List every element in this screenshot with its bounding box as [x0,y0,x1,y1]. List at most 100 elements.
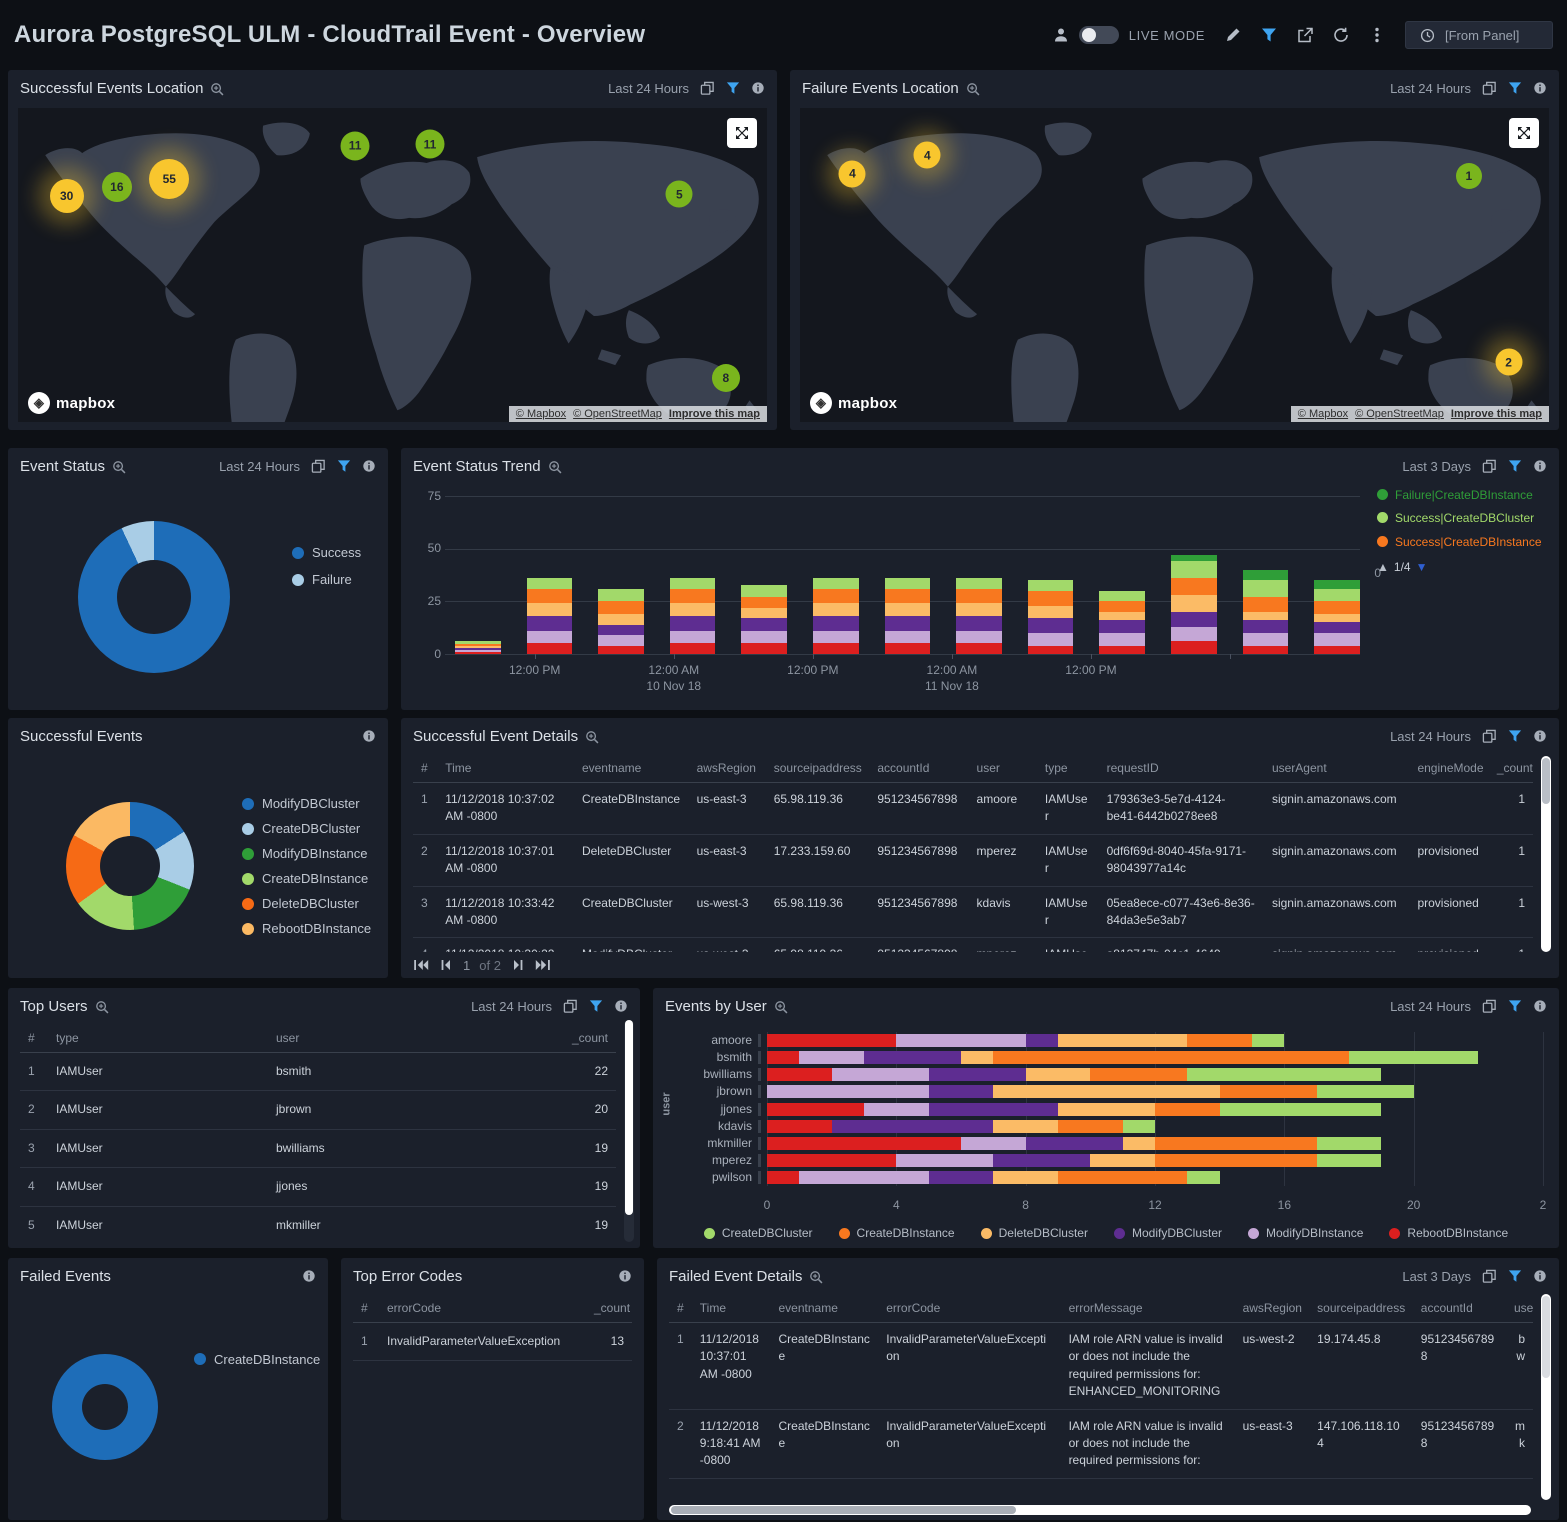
column-header[interactable]: user [968,754,1037,783]
column-header[interactable]: Time [691,1294,771,1323]
trend-bar[interactable] [1314,580,1360,654]
category-label[interactable]: kdavis [679,1119,761,1133]
map-cluster-marker[interactable]: 30 [49,178,84,213]
info-icon[interactable] [1533,1269,1547,1283]
event-status-donut[interactable] [78,521,230,673]
column-header[interactable]: awsRegion [688,754,766,783]
stacked-bar[interactable] [767,1136,1543,1150]
time-range-badge[interactable]: Last 24 Hours [1390,728,1471,744]
bar-segment[interactable] [1057,1034,1188,1047]
stacked-bar[interactable] [767,1102,1543,1116]
column-header[interactable]: type [1036,754,1099,783]
map-cluster-marker[interactable]: 8 [711,364,740,393]
user-icon[interactable] [1053,27,1069,43]
time-range-input[interactable]: [From Panel] [1405,21,1553,49]
bar-segment[interactable] [896,1034,1026,1047]
bar-segment[interactable] [1316,1085,1414,1099]
column-header[interactable]: type [48,1024,268,1053]
filter-icon[interactable] [726,81,740,95]
bar-segment[interactable] [1122,1119,1155,1133]
column-header[interactable]: engineMode [1409,754,1489,783]
column-header[interactable]: awsRegion [1234,1294,1310,1323]
zoom-in-icon[interactable] [585,730,600,745]
bar-segment[interactable] [1219,1102,1382,1116]
map-cluster-marker[interactable]: 11 [340,131,370,161]
time-range-badge[interactable]: Last 24 Hours [471,998,552,1014]
trend-bar[interactable] [1171,555,1217,654]
legend-item[interactable]: ModifyDBCluster [1113,1226,1222,1240]
legend-item[interactable]: DeleteDBCluster [242,896,371,911]
column-header[interactable]: eventname [770,1294,879,1323]
category-label[interactable]: mperez [679,1153,761,1167]
legend-item[interactable]: Success|CreateDBInstance [1377,535,1549,549]
category-label[interactable]: jjones [679,1102,761,1116]
table-row[interactable]: 1 11/12/2018 10:37:02 AM -0800 CreateDBIns… [413,782,1533,835]
info-icon[interactable] [1533,729,1547,743]
filter-icon[interactable] [1508,1269,1522,1283]
column-header[interactable]: # [413,754,438,783]
column-header[interactable]: use [1506,1294,1533,1323]
last-page-button[interactable] [535,958,551,972]
bar-segment[interactable] [1057,1119,1123,1133]
zoom-in-icon[interactable] [95,1000,110,1015]
expand-map-button[interactable] [1509,118,1539,148]
mapbox-attribution-link[interactable]: © Mapbox [1297,408,1349,420]
column-header[interactable]: errorCode [878,1294,1061,1323]
table-row[interactable]: 1 IAMUser bsmith 22 [20,1052,616,1092]
trend-bar[interactable] [1099,590,1146,654]
table-row[interactable]: 1 11/12/2018 10:37:01 AM -0800 CreateDBIns… [669,1322,1533,1410]
stacked-bar[interactable] [767,1034,1543,1047]
trend-bar[interactable] [455,641,501,654]
bar-segment[interactable] [1025,1034,1058,1047]
legend-item[interactable]: Success|CreateDBCluster [1377,511,1549,525]
time-range-badge[interactable]: Last 24 Hours [1390,80,1471,96]
mapbox-logo[interactable]: ◈ mapbox [28,392,115,414]
legend-item[interactable]: ModifyDBCluster [242,796,371,811]
zoom-in-icon[interactable] [774,1000,789,1015]
legend-page-up-icon[interactable]: ▲ [1377,560,1389,575]
bar-segment[interactable] [767,1153,897,1167]
bar-segment[interactable] [767,1171,800,1184]
info-icon[interactable] [362,459,376,473]
vertical-scrollbar[interactable] [1541,1294,1551,1500]
mapbox-logo[interactable]: ◈ mapbox [810,392,897,414]
map-cluster-marker[interactable]: 4 [913,141,941,169]
copy-icon[interactable] [311,459,326,474]
bar-segment[interactable] [864,1102,929,1116]
filter-icon[interactable] [1508,729,1522,743]
zoom-in-icon[interactable] [966,82,981,97]
table-row[interactable]: 2 11/12/2018 10:37:01 AM -0800 DeleteDBClu… [413,834,1533,887]
improve-map-link[interactable]: Improve this map [668,408,760,420]
legend-item[interactable]: DeleteDBCluster [980,1226,1088,1240]
bar-segment[interactable] [960,1051,994,1065]
trend-bar[interactable] [598,588,644,654]
stacked-bar[interactable] [767,1068,1543,1082]
trend-bar[interactable] [526,578,573,654]
category-label[interactable]: mkmiller [679,1136,761,1150]
legend-item[interactable]: Failure [292,572,361,587]
bar-segment[interactable] [1154,1136,1317,1150]
column-header[interactable]: sourceipaddress [765,754,870,783]
category-label[interactable]: bwilliams [679,1068,761,1082]
table-row[interactable]: 1 InvalidParameterValueException 13 [353,1322,632,1362]
category-label[interactable]: jbrown [679,1085,761,1099]
column-header[interactable]: # [669,1294,692,1323]
bar-segment[interactable] [928,1171,994,1184]
refresh-icon[interactable] [1333,27,1349,43]
time-range-badge[interactable]: Last 24 Hours [1390,998,1471,1014]
vertical-scrollbar[interactable] [624,1020,634,1242]
legend-item[interactable]: RebootDBInstance [1389,1226,1508,1240]
column-header[interactable]: Time [437,754,574,783]
filter-icon[interactable] [589,999,603,1013]
table-row[interactable]: 2 IAMUser jbrown 20 [20,1090,616,1130]
bar-segment[interactable] [993,1153,1091,1167]
zoom-in-icon[interactable] [112,460,127,475]
bar-segment[interactable] [1251,1034,1285,1047]
bar-segment[interactable] [1154,1153,1317,1167]
filter-icon[interactable] [337,459,351,473]
legend-item[interactable]: CreateDBInstance [838,1226,955,1240]
bar-segment[interactable] [993,1171,1058,1184]
column-header[interactable]: user [268,1024,556,1053]
successful-events-donut[interactable] [66,802,194,930]
bar-segment[interactable] [896,1153,994,1167]
